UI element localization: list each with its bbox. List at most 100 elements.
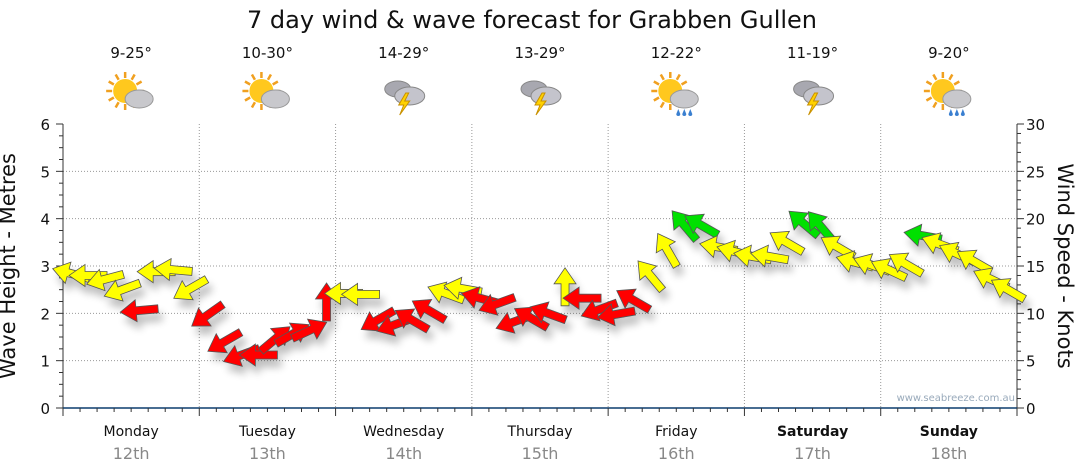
day-temp: 9-20° — [928, 44, 970, 62]
wind-arrow — [616, 288, 653, 314]
cloud — [124, 89, 154, 109]
watermark: www.seabreeze.com.au — [897, 393, 1015, 404]
right-tick-label: 5 — [1026, 353, 1036, 371]
right-tick-label: 0 — [1026, 400, 1036, 418]
day-label: Tuesday — [238, 424, 296, 440]
sun-ray — [114, 73, 120, 81]
date-label: 14th — [385, 444, 422, 463]
cloud — [669, 89, 699, 109]
sun-ray — [250, 73, 257, 81]
cloud — [530, 86, 562, 106]
lightning — [806, 92, 820, 116]
sun-ray — [948, 73, 954, 81]
wind-arrow — [340, 282, 381, 307]
sun-rain-icon — [651, 72, 699, 116]
left-tick-label: 0 — [40, 400, 50, 418]
day-temp: 14-29° — [378, 44, 429, 62]
sun-ray — [675, 73, 681, 81]
left-tick-label: 3 — [40, 258, 50, 276]
date-label: 12th — [113, 444, 150, 463]
rain-drop — [960, 109, 965, 116]
wind-arrow — [750, 244, 790, 268]
wind-arrow — [788, 210, 822, 240]
sun-ray — [659, 73, 665, 81]
wind-arrow — [684, 213, 721, 239]
right-tick-label: 25 — [1026, 163, 1045, 181]
axes: 0 01 52 103 154 205 256 30 — [40, 116, 1045, 418]
wind-arrow — [191, 300, 226, 327]
wind-arrow — [637, 260, 667, 294]
day-temp: 11-19° — [787, 44, 838, 62]
rain-drop — [688, 109, 693, 116]
day-label: Monday — [104, 424, 159, 440]
wind-arrow — [360, 306, 397, 332]
wind-arrow — [990, 278, 1027, 304]
wind-arrow — [671, 210, 701, 243]
wind-arrow — [888, 252, 925, 278]
wind-arrow — [596, 303, 637, 327]
sun-ray — [114, 101, 120, 109]
sun-ray — [953, 80, 960, 86]
cloud — [260, 89, 290, 109]
left-tick-label: 6 — [40, 116, 50, 134]
sun-ray — [108, 80, 115, 86]
rain-drop — [948, 109, 953, 116]
wind-arrow — [580, 298, 619, 322]
rain-drop — [954, 109, 959, 116]
sun-ray — [108, 96, 115, 102]
wind-arrow — [119, 299, 159, 323]
wind-arrow — [153, 257, 193, 282]
wind-arrow — [769, 230, 806, 256]
day-temp: 12-22° — [651, 44, 702, 62]
right-tick-label: 30 — [1026, 116, 1045, 134]
wind-arrow — [427, 281, 466, 305]
date-label: 13th — [249, 444, 286, 463]
left-tick-label: 1 — [40, 353, 50, 371]
left-tick-label: 5 — [40, 163, 50, 181]
sun-ray — [932, 73, 938, 81]
sun-ray — [266, 73, 273, 81]
day-label: Sunday — [920, 424, 978, 440]
date-label: 18th — [930, 444, 967, 463]
wind-arrow — [394, 308, 431, 334]
wind-arrow — [173, 275, 210, 301]
day-temp: 13-29° — [514, 44, 565, 62]
wind-arrow — [290, 318, 328, 343]
wind-arrow — [870, 258, 909, 282]
sun-ray — [653, 80, 660, 86]
sun-cloud-icon — [242, 72, 290, 110]
wind-arrow — [68, 263, 108, 288]
chart-title: 7 day wind & wave forecast for Grabben G… — [247, 6, 817, 34]
lightning — [534, 92, 547, 116]
sun-ray — [925, 80, 933, 86]
day-temp: 9-25° — [110, 44, 152, 62]
sun-ray — [653, 96, 660, 102]
rain-drop — [682, 109, 687, 116]
wind-arrow — [207, 328, 244, 354]
sun-ray — [932, 101, 938, 109]
day-headers: 9-25° Monday 12th 10-30° Tuesday 13th 14-29° We… — [104, 44, 978, 463]
date-label: 16th — [658, 444, 695, 463]
cloud — [942, 89, 972, 109]
left-tick-label: 4 — [40, 211, 50, 229]
storm-icon — [520, 80, 562, 116]
sun-rain-icon — [923, 72, 972, 116]
wind-arrow — [478, 293, 517, 316]
date-label: 17th — [794, 444, 831, 463]
cloud — [394, 86, 426, 106]
day-temp: 10-30° — [242, 44, 293, 62]
cloud — [803, 86, 835, 106]
sun-cloud-icon — [106, 72, 154, 110]
left-axis-title: Wave Height - Metres — [0, 153, 20, 379]
sun-ray — [244, 80, 251, 86]
right-tick-label: 10 — [1026, 305, 1045, 323]
day-label: Wednesday — [363, 424, 444, 440]
sun-ray — [272, 80, 279, 86]
storm-icon — [793, 80, 835, 116]
grid — [63, 124, 1017, 408]
right-tick-label: 15 — [1026, 258, 1045, 276]
wind-arrow — [807, 211, 837, 244]
sun-ray — [250, 101, 257, 109]
